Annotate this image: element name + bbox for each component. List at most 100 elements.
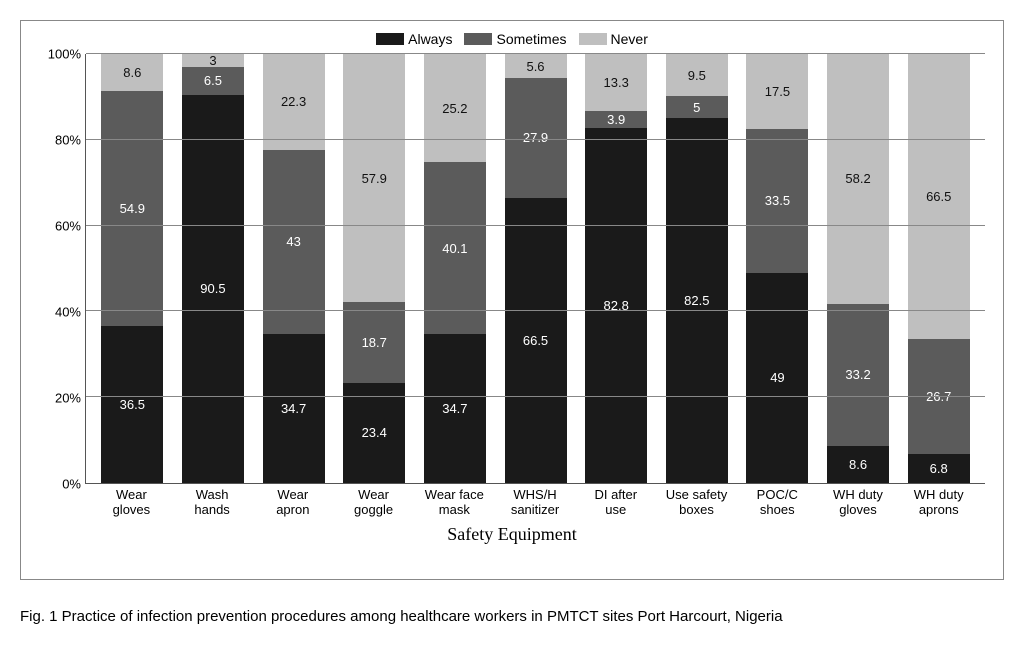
bar-segment-sometimes: 6.5: [182, 67, 244, 95]
chart-legend: Always Sometimes Never: [39, 31, 985, 48]
stacked-bar: 6.826.766.5: [908, 54, 970, 483]
x-tick-label: Wear gloves: [91, 488, 172, 518]
stacked-bar: 34.7 43 22.3: [263, 54, 325, 483]
segment-value-label: 3.9: [607, 113, 625, 126]
segment-value-label: 5.6: [526, 60, 544, 73]
bar-segment-sometimes: 40.1: [424, 162, 486, 334]
bar-segment-never: 8.6: [101, 54, 163, 91]
legend-item: Always: [376, 31, 452, 47]
legend-label: Always: [408, 31, 452, 47]
segment-value-label: 66.5: [523, 334, 548, 347]
bar-segment-always: 23.4: [343, 383, 405, 483]
segment-value-label: 6.5: [204, 74, 222, 87]
x-tick-label: Wash hands: [172, 488, 253, 518]
segment-value-label: 22.3: [281, 95, 306, 108]
bar-segment-sometimes: 33.5: [746, 129, 808, 273]
legend-swatch: [579, 33, 607, 45]
x-tick-label: POC/C shoes: [737, 488, 818, 518]
y-tick-label: 0%: [62, 477, 81, 492]
x-tick-label: Wear apron: [252, 488, 333, 518]
x-tick-label: DI after use: [575, 488, 656, 518]
legend-swatch: [376, 33, 404, 45]
bar-group: 66.527.95.6: [495, 54, 576, 483]
segment-value-label: 5: [693, 101, 700, 114]
x-axis-labels: Wear glovesWash handsWear apronWear gogg…: [85, 484, 985, 518]
bar-segment-sometimes: 18.7: [343, 302, 405, 382]
bar-segment-never: 25.2: [424, 54, 486, 162]
bar-segment-always: 90.5: [182, 95, 244, 483]
chart-frame: AlwaysSometimesNever 0%20%40%60%80%100% …: [20, 20, 1004, 580]
bar-segment-always: 49: [746, 273, 808, 483]
segment-value-label: 33.2: [845, 368, 870, 381]
figure-caption: Fig. 1 Practice of infection prevention …: [20, 608, 1004, 625]
segment-value-label: 8.6: [123, 66, 141, 79]
y-tick-label: 40%: [55, 305, 81, 320]
bar-segment-never: 3: [182, 54, 244, 67]
segment-value-label: 82.5: [684, 294, 709, 307]
segment-value-label: 54.9: [120, 202, 145, 215]
bar-segment-always: 66.5: [505, 198, 567, 483]
figure-wrap: AlwaysSometimesNever 0%20%40%60%80%100% …: [20, 20, 1004, 625]
bar-segment-always: 6.8: [908, 454, 970, 483]
bar-segment-never: 57.9: [343, 54, 405, 302]
bar-group: 6.826.766.5: [898, 54, 979, 483]
bar-group: 82.8 3.9 13.3: [576, 54, 657, 483]
x-tick-label: WH duty gloves: [818, 488, 899, 518]
y-tick-label: 20%: [55, 391, 81, 406]
bar-segment-always: 36.5: [101, 326, 163, 483]
bar-group: 82.5 5 9.5: [656, 54, 737, 483]
x-axis-title: Safety Equipment: [39, 524, 985, 545]
bar-segment-never: 5.6: [505, 54, 567, 78]
x-tick-label: Wear face mask: [414, 488, 495, 518]
segment-value-label: 36.5: [120, 398, 145, 411]
bar-segment-never: 9.5: [666, 54, 728, 96]
stacked-bar: 36.5 54.9 8.6: [101, 54, 163, 483]
segment-value-label: 33.5: [765, 194, 790, 207]
bar-segment-always: 82.5: [666, 118, 728, 483]
segment-value-label: 57.9: [362, 172, 387, 185]
segment-value-label: 8.6: [849, 458, 867, 471]
bar-segment-never: 66.5: [908, 54, 970, 339]
bar-segment-sometimes: 43: [263, 150, 325, 334]
bar-segment-always: 8.6: [827, 446, 889, 483]
bar-group: 49 33.5 17.5: [737, 54, 818, 483]
x-tick-label: Wear goggle: [333, 488, 414, 518]
bar-segment-sometimes: 33.2: [827, 304, 889, 446]
stacked-bar: 23.418.7 57.9: [343, 54, 405, 483]
y-tick-label: 60%: [55, 219, 81, 234]
bars-row: 36.5 54.9 8.6 90.5 6.5 3 34.7 43 22.3 23.418.7 57.…: [86, 54, 985, 483]
plot-area: 36.5 54.9 8.6 90.5 6.5 3 34.7 43 22.3 23.418.7 57.…: [85, 54, 985, 484]
stacked-bar: 82.5 5 9.5: [666, 54, 728, 483]
stacked-bar: 82.8 3.9 13.3: [585, 54, 647, 483]
bar-group: 34.7 43 22.3: [253, 54, 334, 483]
bar-segment-sometimes: 54.9: [101, 91, 163, 327]
bar-group: 8.6 33.2 58.2: [818, 54, 899, 483]
bar-segment-always: 82.8: [585, 128, 647, 483]
bar-group: 90.5 6.5 3: [173, 54, 254, 483]
y-gridline: [86, 396, 985, 397]
segment-value-label: 34.7: [281, 402, 306, 415]
bar-segment-never: 13.3: [585, 54, 647, 111]
legend-item: Sometimes: [464, 31, 566, 47]
stacked-bar: 90.5 6.5 3: [182, 54, 244, 483]
bar-segment-always: 34.7: [424, 334, 486, 483]
legend-label: Never: [611, 31, 648, 47]
segment-value-label: 17.5: [765, 85, 790, 98]
segment-value-label: 66.5: [926, 190, 951, 203]
bar-segment-never: 58.2: [827, 54, 889, 304]
segment-value-label: 58.2: [845, 172, 870, 185]
stacked-bar: 34.740.125.2: [424, 54, 486, 483]
segment-value-label: 13.3: [604, 76, 629, 89]
segment-value-label: 90.5: [200, 282, 225, 295]
y-tick-label: 80%: [55, 133, 81, 148]
y-gridline: [86, 225, 985, 226]
bar-segment-sometimes: 3.9: [585, 111, 647, 128]
y-gridline: [86, 53, 985, 54]
bar-segment-never: 17.5: [746, 54, 808, 129]
stacked-bar: 8.6 33.2 58.2: [827, 54, 889, 483]
bar-group: 36.5 54.9 8.6: [92, 54, 173, 483]
bar-segment-sometimes: 5: [666, 96, 728, 118]
bar-segment-always: 34.7: [263, 334, 325, 483]
segment-value-label: 43: [286, 235, 300, 248]
y-gridline: [86, 139, 985, 140]
